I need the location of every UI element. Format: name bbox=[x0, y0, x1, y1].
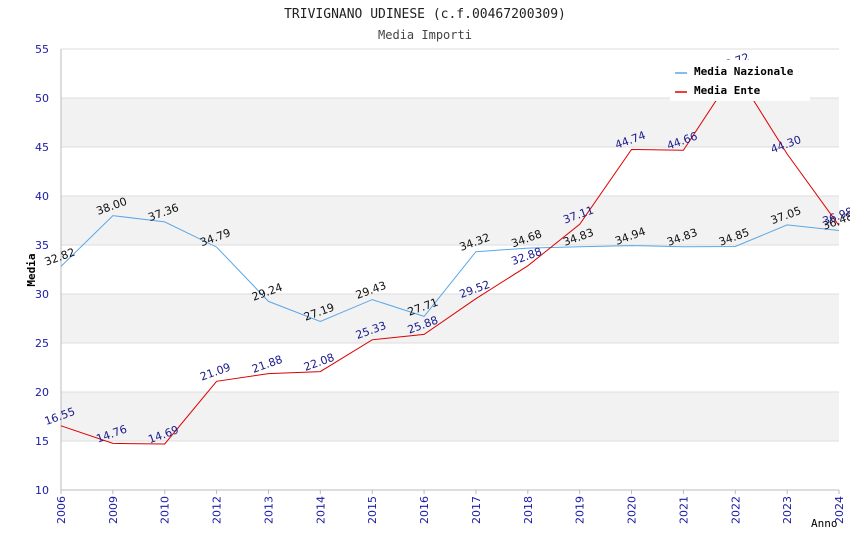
y-tick-label: 35 bbox=[35, 239, 49, 252]
x-tick-label: 2016 bbox=[418, 496, 431, 524]
series-line-media-nazionale bbox=[60, 215, 840, 323]
y-tick-label: 20 bbox=[35, 386, 49, 399]
x-tick-label: 2013 bbox=[262, 496, 275, 524]
chart-subtitle: Media Importi bbox=[378, 28, 472, 42]
grid-band bbox=[61, 294, 839, 343]
y-tick-label: 45 bbox=[35, 141, 49, 154]
x-axis-ticks: 2006 2009 2010 2012 2013 2014 2015 2016 2017 2018… bbox=[55, 490, 846, 524]
x-tick-label: 2024 bbox=[833, 496, 846, 524]
y-tick-label: 40 bbox=[35, 190, 49, 203]
x-tick-label: 2010 bbox=[159, 496, 172, 524]
x-tick-label: 2019 bbox=[574, 496, 587, 524]
x-tick-label: 2015 bbox=[366, 496, 379, 524]
x-tick-label: 2023 bbox=[781, 496, 794, 524]
grid-band bbox=[61, 392, 839, 441]
y-tick-label: 55 bbox=[35, 43, 49, 56]
chart-title: TRIVIGNANO UDINESE (c.f.00467200309) bbox=[284, 7, 566, 22]
x-tick-label: 2009 bbox=[107, 496, 120, 524]
x-tick-label: 2022 bbox=[729, 496, 742, 524]
x-tick-label: 2006 bbox=[55, 496, 68, 524]
x-tick-label: 2018 bbox=[522, 496, 535, 524]
series-line-media-ente bbox=[60, 70, 840, 445]
y-axis-ticks: 10 15 20 25 30 35 40 45 50 55 bbox=[35, 43, 49, 497]
x-tick-label: 2014 bbox=[314, 496, 327, 524]
y-axis-label: Media bbox=[25, 253, 38, 286]
series-lines bbox=[60, 70, 840, 445]
gridlines bbox=[61, 48, 839, 491]
y-tick-label: 25 bbox=[35, 337, 49, 350]
x-tick-label: 2017 bbox=[470, 496, 483, 524]
x-tick-label: 2021 bbox=[677, 496, 690, 524]
y-tick-label: 30 bbox=[35, 288, 49, 301]
y-tick-label: 10 bbox=[35, 484, 49, 497]
y-tick-label: 50 bbox=[35, 92, 49, 105]
y-tick-label: 15 bbox=[35, 435, 49, 448]
legend-label-media-nazionale: Media Nazionale bbox=[694, 65, 794, 78]
background-bands bbox=[61, 98, 839, 441]
axes bbox=[60, 49, 839, 491]
x-tick-label: 2012 bbox=[211, 496, 224, 524]
data-label: 21.88 bbox=[250, 353, 284, 376]
grid-band bbox=[61, 196, 839, 245]
x-tick-label: 2020 bbox=[626, 496, 639, 524]
legend-label-media-ente: Media Ente bbox=[694, 84, 761, 97]
data-label: 22.08 bbox=[302, 351, 336, 374]
legend-box bbox=[670, 60, 810, 101]
grid-band bbox=[61, 98, 839, 147]
x-axis-label: Anno bbox=[811, 517, 838, 530]
legend: Media Nazionale Media Ente bbox=[670, 60, 810, 101]
